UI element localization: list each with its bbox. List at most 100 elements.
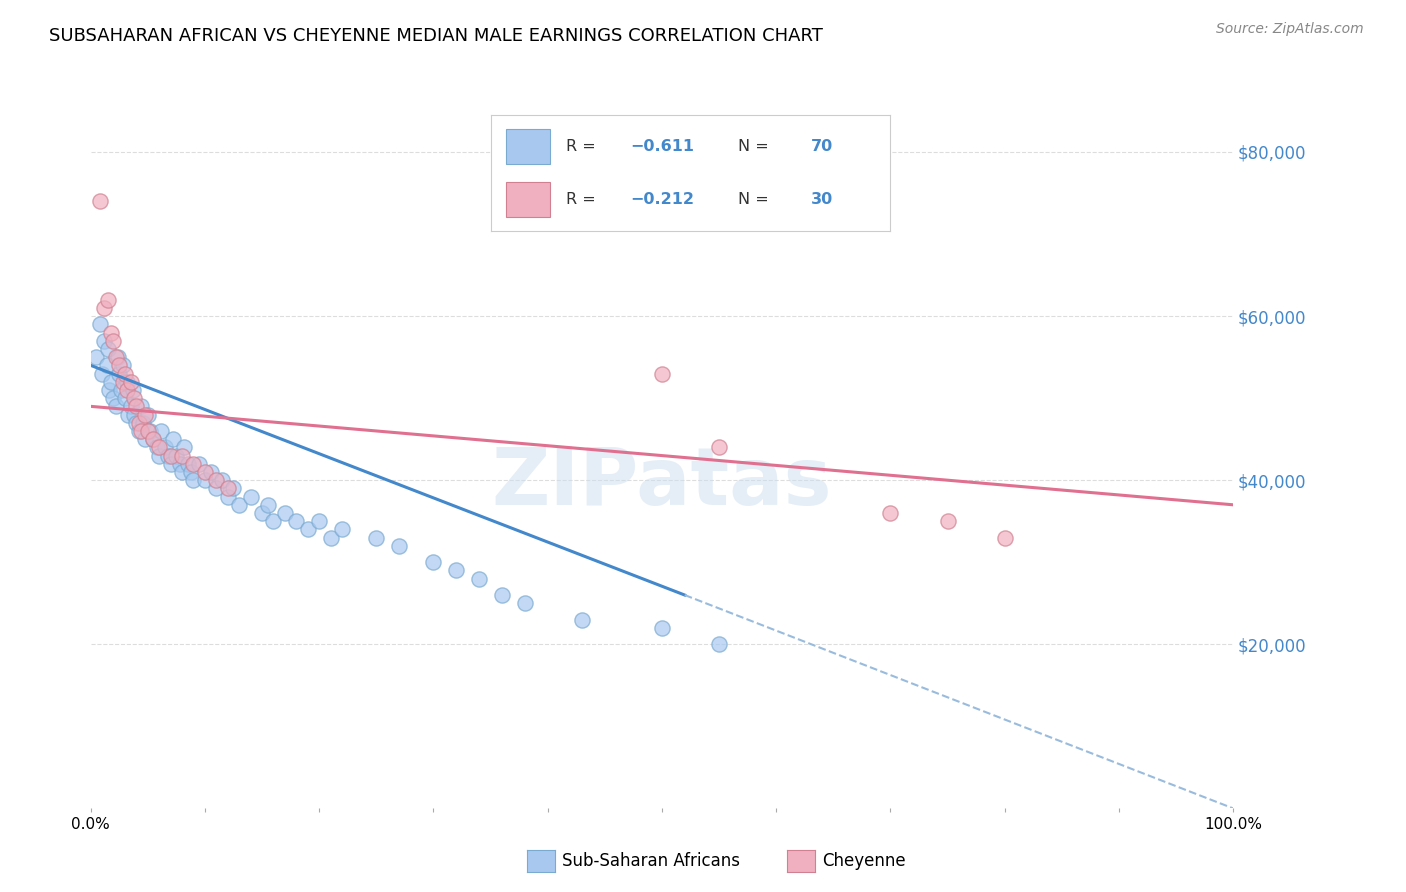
Point	[117, 408, 139, 422]
Point	[97, 383, 120, 397]
Point	[170, 465, 193, 479]
Point	[159, 449, 181, 463]
Point	[274, 506, 297, 520]
Point	[122, 383, 145, 397]
Text: Source: ZipAtlas.com: Source: ZipAtlas.com	[1216, 22, 1364, 37]
Point	[188, 457, 211, 471]
Point	[651, 367, 673, 381]
Point	[93, 301, 115, 315]
Point	[217, 490, 239, 504]
Point	[107, 350, 129, 364]
Text: SUBSAHARAN AFRICAN VS CHEYENNE MEDIAN MALE EARNINGS CORRELATION CHART: SUBSAHARAN AFRICAN VS CHEYENNE MEDIAN MA…	[49, 27, 823, 45]
Text: ZIPatas: ZIPatas	[492, 444, 832, 523]
Point	[136, 408, 159, 422]
Point	[173, 441, 195, 455]
Point	[165, 449, 187, 463]
Point	[89, 194, 111, 209]
Point	[239, 490, 262, 504]
Point	[103, 391, 125, 405]
Point	[571, 613, 593, 627]
Point	[297, 523, 319, 537]
Point	[142, 432, 165, 446]
Point	[104, 400, 127, 414]
Point	[142, 432, 165, 446]
Point	[262, 514, 284, 528]
Point	[150, 424, 173, 438]
Point	[128, 424, 150, 438]
Point	[111, 359, 134, 373]
Point	[177, 457, 200, 471]
Point	[651, 621, 673, 635]
Point	[104, 350, 127, 364]
Point	[120, 375, 142, 389]
Point	[115, 375, 138, 389]
Point	[114, 367, 136, 381]
Point	[222, 482, 245, 496]
Point	[388, 539, 411, 553]
Point	[129, 424, 152, 438]
Point	[86, 350, 108, 364]
Point	[100, 375, 122, 389]
Point	[250, 506, 273, 520]
Text: Sub-Saharan Africans: Sub-Saharan Africans	[562, 852, 741, 870]
Point	[707, 441, 730, 455]
Point	[169, 457, 191, 471]
Point	[97, 293, 120, 307]
Point	[194, 473, 217, 487]
Point	[183, 457, 205, 471]
Point	[183, 473, 205, 487]
Point	[319, 531, 342, 545]
Point	[89, 318, 111, 332]
Point	[153, 441, 176, 455]
Point	[122, 408, 145, 422]
Point	[139, 424, 162, 438]
Point	[134, 432, 156, 446]
Point	[157, 449, 180, 463]
Point	[366, 531, 388, 545]
Text: Cheyenne: Cheyenne	[823, 852, 905, 870]
Point	[146, 441, 169, 455]
Point	[108, 367, 131, 381]
Point	[162, 432, 184, 446]
Point	[228, 498, 250, 512]
Point	[100, 326, 122, 340]
Point	[134, 408, 156, 422]
Point	[110, 383, 132, 397]
Point	[122, 391, 145, 405]
Point	[211, 473, 233, 487]
Point	[136, 424, 159, 438]
Point	[120, 400, 142, 414]
Point	[194, 465, 217, 479]
Point	[707, 637, 730, 651]
Point	[125, 400, 148, 414]
Point	[128, 416, 150, 430]
Point	[217, 482, 239, 496]
Point	[879, 506, 901, 520]
Point	[108, 359, 131, 373]
Point	[205, 482, 228, 496]
Point	[491, 588, 513, 602]
Point	[91, 367, 114, 381]
Point	[115, 383, 138, 397]
Point	[994, 531, 1017, 545]
Point	[159, 457, 181, 471]
Point	[93, 334, 115, 348]
Point	[114, 391, 136, 405]
Point	[111, 375, 134, 389]
Point	[125, 416, 148, 430]
Point	[103, 334, 125, 348]
Point	[256, 498, 278, 512]
Point	[132, 416, 155, 430]
Point	[936, 514, 959, 528]
Point	[513, 596, 536, 610]
Point	[170, 449, 193, 463]
Point	[148, 449, 170, 463]
Point	[129, 400, 152, 414]
Point	[422, 555, 444, 569]
Point	[444, 564, 467, 578]
Point	[96, 359, 118, 373]
Point	[468, 572, 491, 586]
Point	[148, 441, 170, 455]
Point	[285, 514, 308, 528]
Point	[200, 465, 222, 479]
